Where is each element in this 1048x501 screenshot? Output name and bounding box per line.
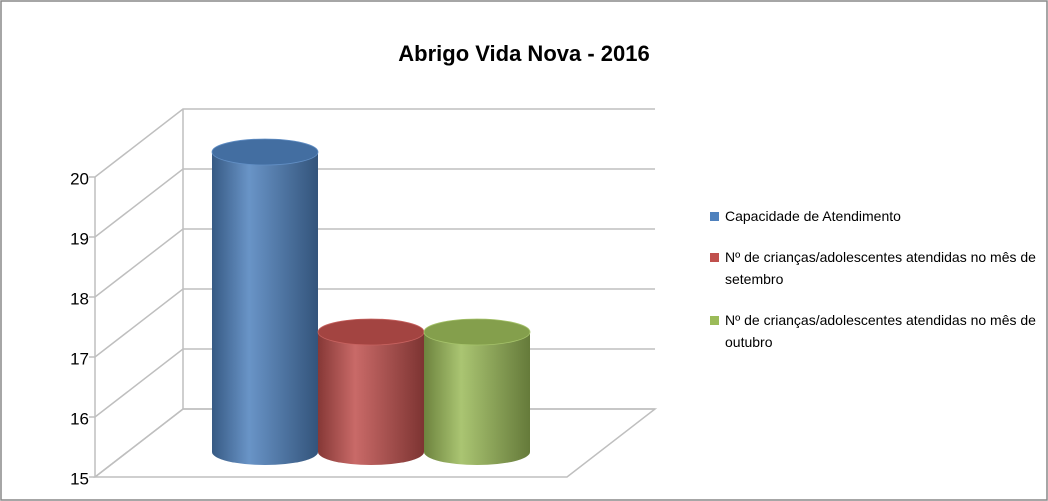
legend-item: Nº de crianças/adolescentes atendidas no…	[710, 246, 1040, 290]
grid-line	[89, 108, 655, 178]
legend-label: Nº de crianças/adolescentes atendidas no…	[725, 312, 1036, 350]
cylinder-top	[423, 318, 531, 346]
cylinder-body	[318, 332, 424, 465]
grid-line	[89, 228, 655, 298]
cylinder	[423, 318, 531, 465]
legend-label: Nº de crianças/adolescentes atendidas no…	[725, 249, 1036, 287]
cylinder-top	[211, 138, 319, 166]
legend-swatch	[710, 316, 719, 325]
chart-title: Abrigo Vida Nova - 2016	[398, 41, 649, 66]
legend: Capacidade de Atendimento Nº de crianças/…	[710, 205, 1040, 372]
y-tick-label: 17	[70, 349, 89, 368]
cylinder-body	[212, 152, 318, 465]
cylinder-top	[317, 318, 425, 346]
y-tick-label: 20	[70, 169, 89, 188]
grid-line	[89, 288, 655, 358]
y-tick-label: 18	[70, 289, 89, 308]
legend-item: Capacidade de Atendimento	[710, 205, 1040, 227]
y-tick-label: 19	[70, 229, 89, 248]
cylinder	[317, 318, 425, 465]
legend-label: Capacidade de Atendimento	[725, 208, 901, 224]
y-tick-label: 15	[70, 469, 89, 488]
grid-line	[89, 168, 655, 238]
legend-swatch	[710, 253, 719, 262]
legend-item: Nº de crianças/adolescentes atendidas no…	[710, 309, 1040, 353]
cylinder	[211, 138, 319, 465]
cylinder-body	[424, 332, 530, 465]
legend-swatch	[710, 212, 719, 221]
y-tick-label: 16	[70, 409, 89, 428]
